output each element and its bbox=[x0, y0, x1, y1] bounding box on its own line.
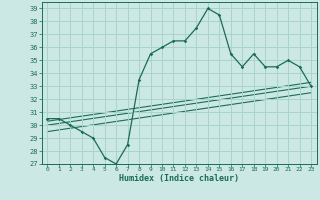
X-axis label: Humidex (Indice chaleur): Humidex (Indice chaleur) bbox=[119, 174, 239, 183]
